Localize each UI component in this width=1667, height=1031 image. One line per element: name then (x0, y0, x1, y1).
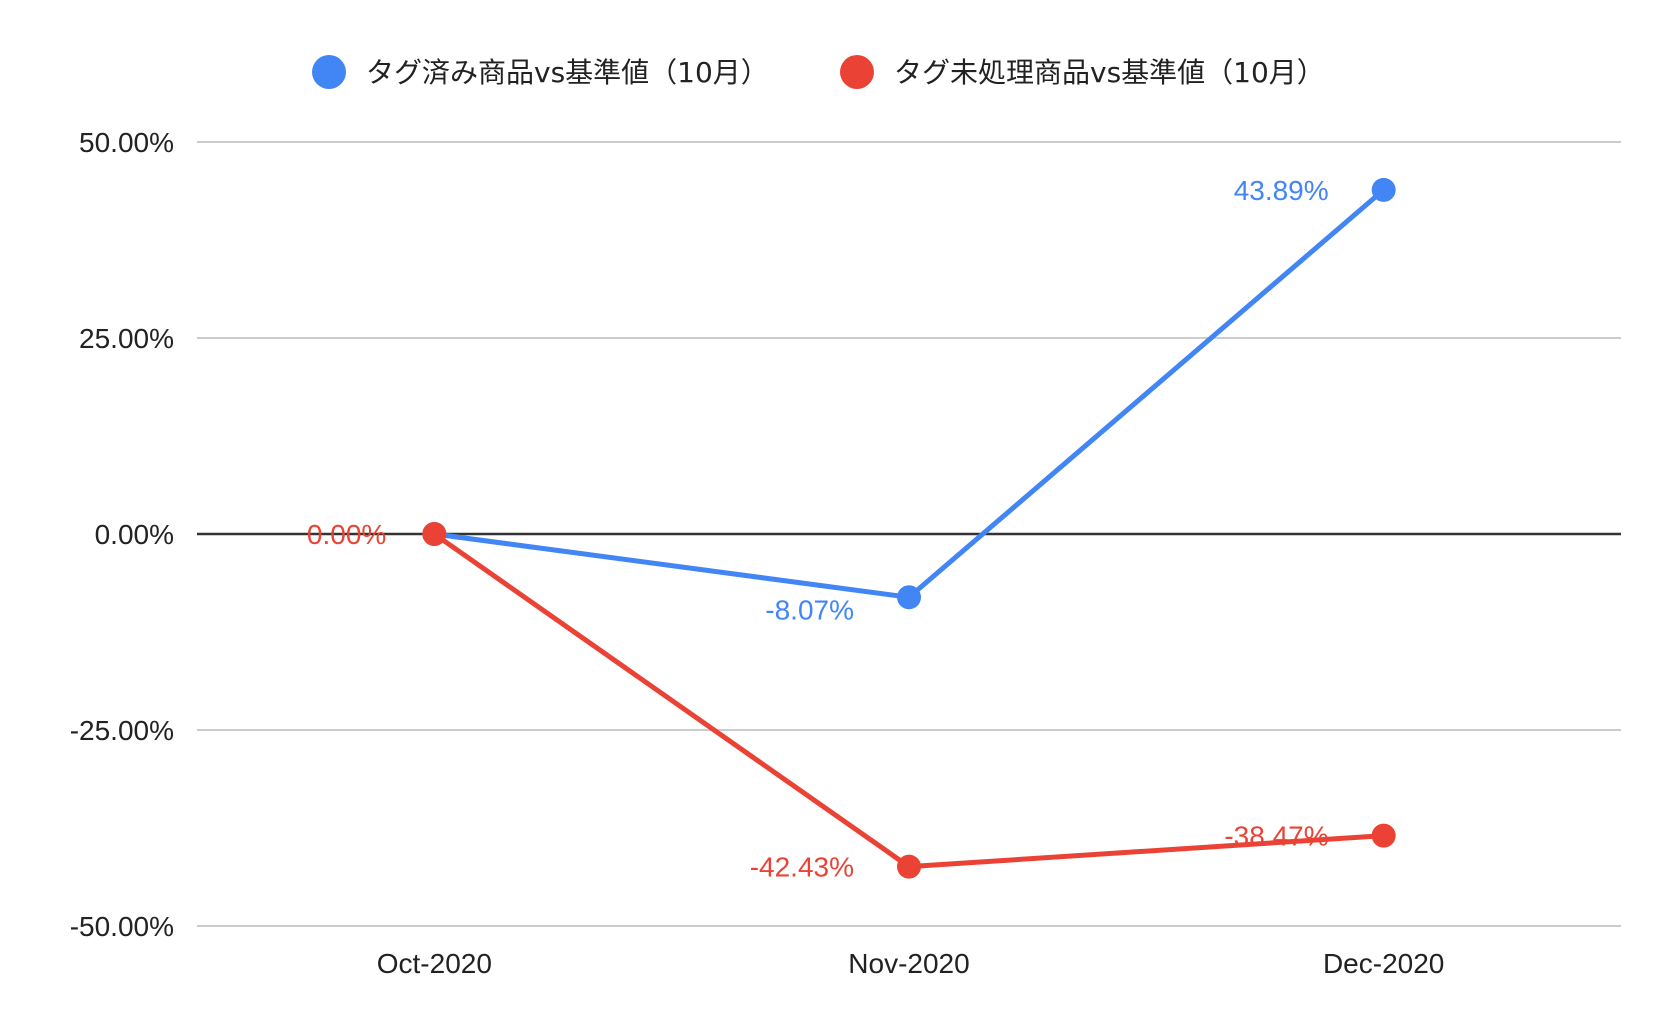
data-point (1371, 823, 1396, 848)
data-point (897, 585, 921, 610)
data-label: -42.43% (750, 852, 854, 883)
data-point (897, 854, 921, 879)
series-lines (431, 187, 1387, 870)
y-axis-tick-labels: 50.00% 25.00% 0.00% -25.00% -50.00% (70, 127, 174, 942)
y-tick-label: -50.00% (70, 911, 174, 942)
data-point (1371, 177, 1396, 202)
data-point (422, 522, 447, 546)
y-tick-label: 0.00% (95, 519, 174, 550)
legend: タグ済み商品vs基準値（10月） タグ未処理商品vs基準値（10月） (312, 55, 1325, 89)
gridlines (197, 141, 1621, 927)
x-tick-label: Oct-2020 (377, 948, 492, 979)
legend-swatch (840, 55, 874, 89)
data-label: 0.00% (307, 519, 386, 550)
data-label: 43.89% (1234, 175, 1329, 206)
legend-entry-label: タグ済み商品vs基準値（10月） (366, 56, 769, 89)
x-axis-tick-labels: Oct-2020 Nov-2020 Dec-2020 (377, 948, 1445, 979)
y-tick-label: 25.00% (79, 323, 174, 354)
legend-swatch (312, 55, 346, 89)
series-line (431, 187, 1387, 600)
series-line (431, 531, 1387, 870)
series-points (422, 177, 1396, 879)
data-label: -8.07% (765, 594, 854, 625)
y-tick-label: 50.00% (79, 127, 174, 158)
x-tick-label: Nov-2020 (848, 948, 969, 979)
data-label: -38.47% (1224, 821, 1328, 852)
legend-entry-label: タグ未処理商品vs基準値（10月） (894, 56, 1325, 89)
x-tick-label: Dec-2020 (1323, 948, 1444, 979)
data-labels: -8.07% 43.89% 0.00% -42.43% -38.47% (307, 175, 1329, 883)
y-tick-label: -25.00% (70, 715, 174, 746)
